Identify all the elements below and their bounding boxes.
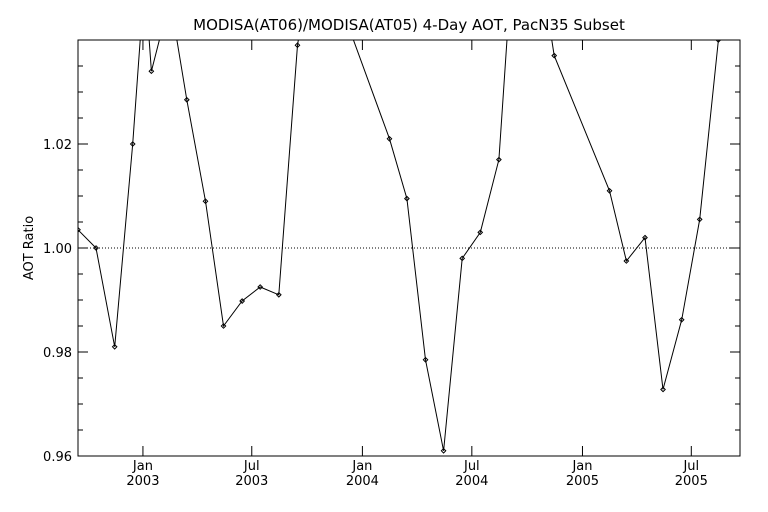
y-tick-label: 0.98 [43, 346, 72, 361]
data-point [386, 135, 393, 142]
data-point [623, 258, 630, 264]
x-tick-label-year: 2004 [455, 474, 488, 489]
y-tick-label: 1.00 [43, 242, 72, 257]
data-point [93, 245, 99, 251]
data-point [294, 42, 301, 49]
data-point [678, 316, 685, 323]
data-point [129, 141, 136, 147]
y-tick-label: 1.02 [43, 138, 72, 153]
chart-title: MODISA(AT06)/MODISA(AT05) 4-Day AOT, Pac… [193, 16, 625, 34]
y-tick-label: 0.96 [43, 450, 72, 465]
series-line [78, 40, 719, 451]
data-point [495, 156, 502, 163]
data-point [78, 226, 81, 233]
data-point [275, 291, 282, 298]
x-tick-label-month: Jan [351, 459, 372, 474]
data-point [220, 323, 227, 329]
axes: 0.960.981.001.02Jan2003Jul2003Jan2004Jul… [43, 40, 740, 489]
data-point [168, 0, 172, 1]
data-point [111, 343, 118, 350]
x-tick-label-month: Jul [463, 459, 480, 474]
x-tick-label-month: Jul [682, 459, 699, 474]
data-point [606, 187, 613, 194]
data-point [715, 40, 722, 43]
x-tick-label-year: 2005 [675, 474, 708, 489]
data-point [642, 234, 648, 241]
data-point [183, 96, 190, 103]
data-point [440, 447, 447, 454]
x-tick-label-year: 2004 [346, 474, 379, 489]
x-tick-label-month: Jan [132, 459, 153, 474]
data-point [551, 52, 558, 59]
series-group [78, 0, 722, 454]
data-point [202, 198, 209, 205]
data-point [477, 229, 484, 236]
data-point [148, 68, 155, 75]
data-point [239, 298, 246, 304]
x-tick-label-year: 2003 [126, 474, 159, 489]
data-point [459, 255, 466, 262]
plot-frame [77, 39, 741, 457]
x-tick-label-year: 2003 [235, 474, 268, 489]
y-axis-label: AOT Ratio [22, 216, 37, 280]
data-point [257, 284, 264, 290]
data-point [403, 195, 410, 202]
x-tick-label-month: Jan [571, 459, 592, 474]
data-point [422, 356, 429, 363]
data-point [660, 386, 666, 393]
x-tick-label-month: Jul [243, 459, 260, 474]
data-point [696, 216, 703, 223]
x-tick-label-year: 2005 [566, 474, 599, 489]
